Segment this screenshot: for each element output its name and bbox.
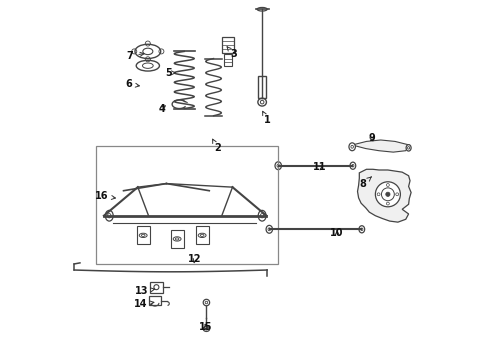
Ellipse shape	[275, 162, 281, 170]
Text: 11: 11	[313, 162, 327, 172]
Text: 12: 12	[188, 254, 202, 264]
Bar	[196, 226, 209, 244]
Ellipse shape	[359, 226, 365, 233]
Ellipse shape	[349, 143, 355, 151]
Text: 8: 8	[360, 177, 371, 189]
Text: 1: 1	[263, 111, 270, 125]
Bar	[96, 146, 278, 264]
Bar	[223, 54, 232, 66]
Ellipse shape	[350, 162, 356, 169]
Bar	[222, 37, 234, 53]
Ellipse shape	[258, 210, 266, 221]
Text: 7: 7	[126, 51, 144, 61]
Ellipse shape	[406, 145, 411, 151]
Bar	[137, 226, 149, 244]
Bar	[171, 230, 184, 248]
Text: 6: 6	[125, 79, 139, 89]
Text: 5: 5	[165, 68, 175, 78]
Circle shape	[386, 192, 390, 197]
Circle shape	[375, 182, 400, 207]
Text: 2: 2	[213, 139, 220, 153]
Ellipse shape	[105, 210, 113, 221]
Text: 9: 9	[368, 133, 375, 143]
Bar	[148, 296, 161, 305]
Ellipse shape	[266, 225, 272, 233]
Text: 3: 3	[227, 47, 237, 59]
Text: 14: 14	[134, 299, 154, 309]
Text: 16: 16	[95, 191, 116, 201]
Text: 10: 10	[330, 228, 344, 238]
Bar	[150, 282, 163, 293]
Text: 4: 4	[159, 104, 166, 113]
Polygon shape	[352, 140, 409, 152]
Polygon shape	[358, 169, 411, 222]
Text: 15: 15	[199, 322, 213, 332]
Bar	[258, 76, 267, 98]
Text: 13: 13	[135, 287, 155, 296]
